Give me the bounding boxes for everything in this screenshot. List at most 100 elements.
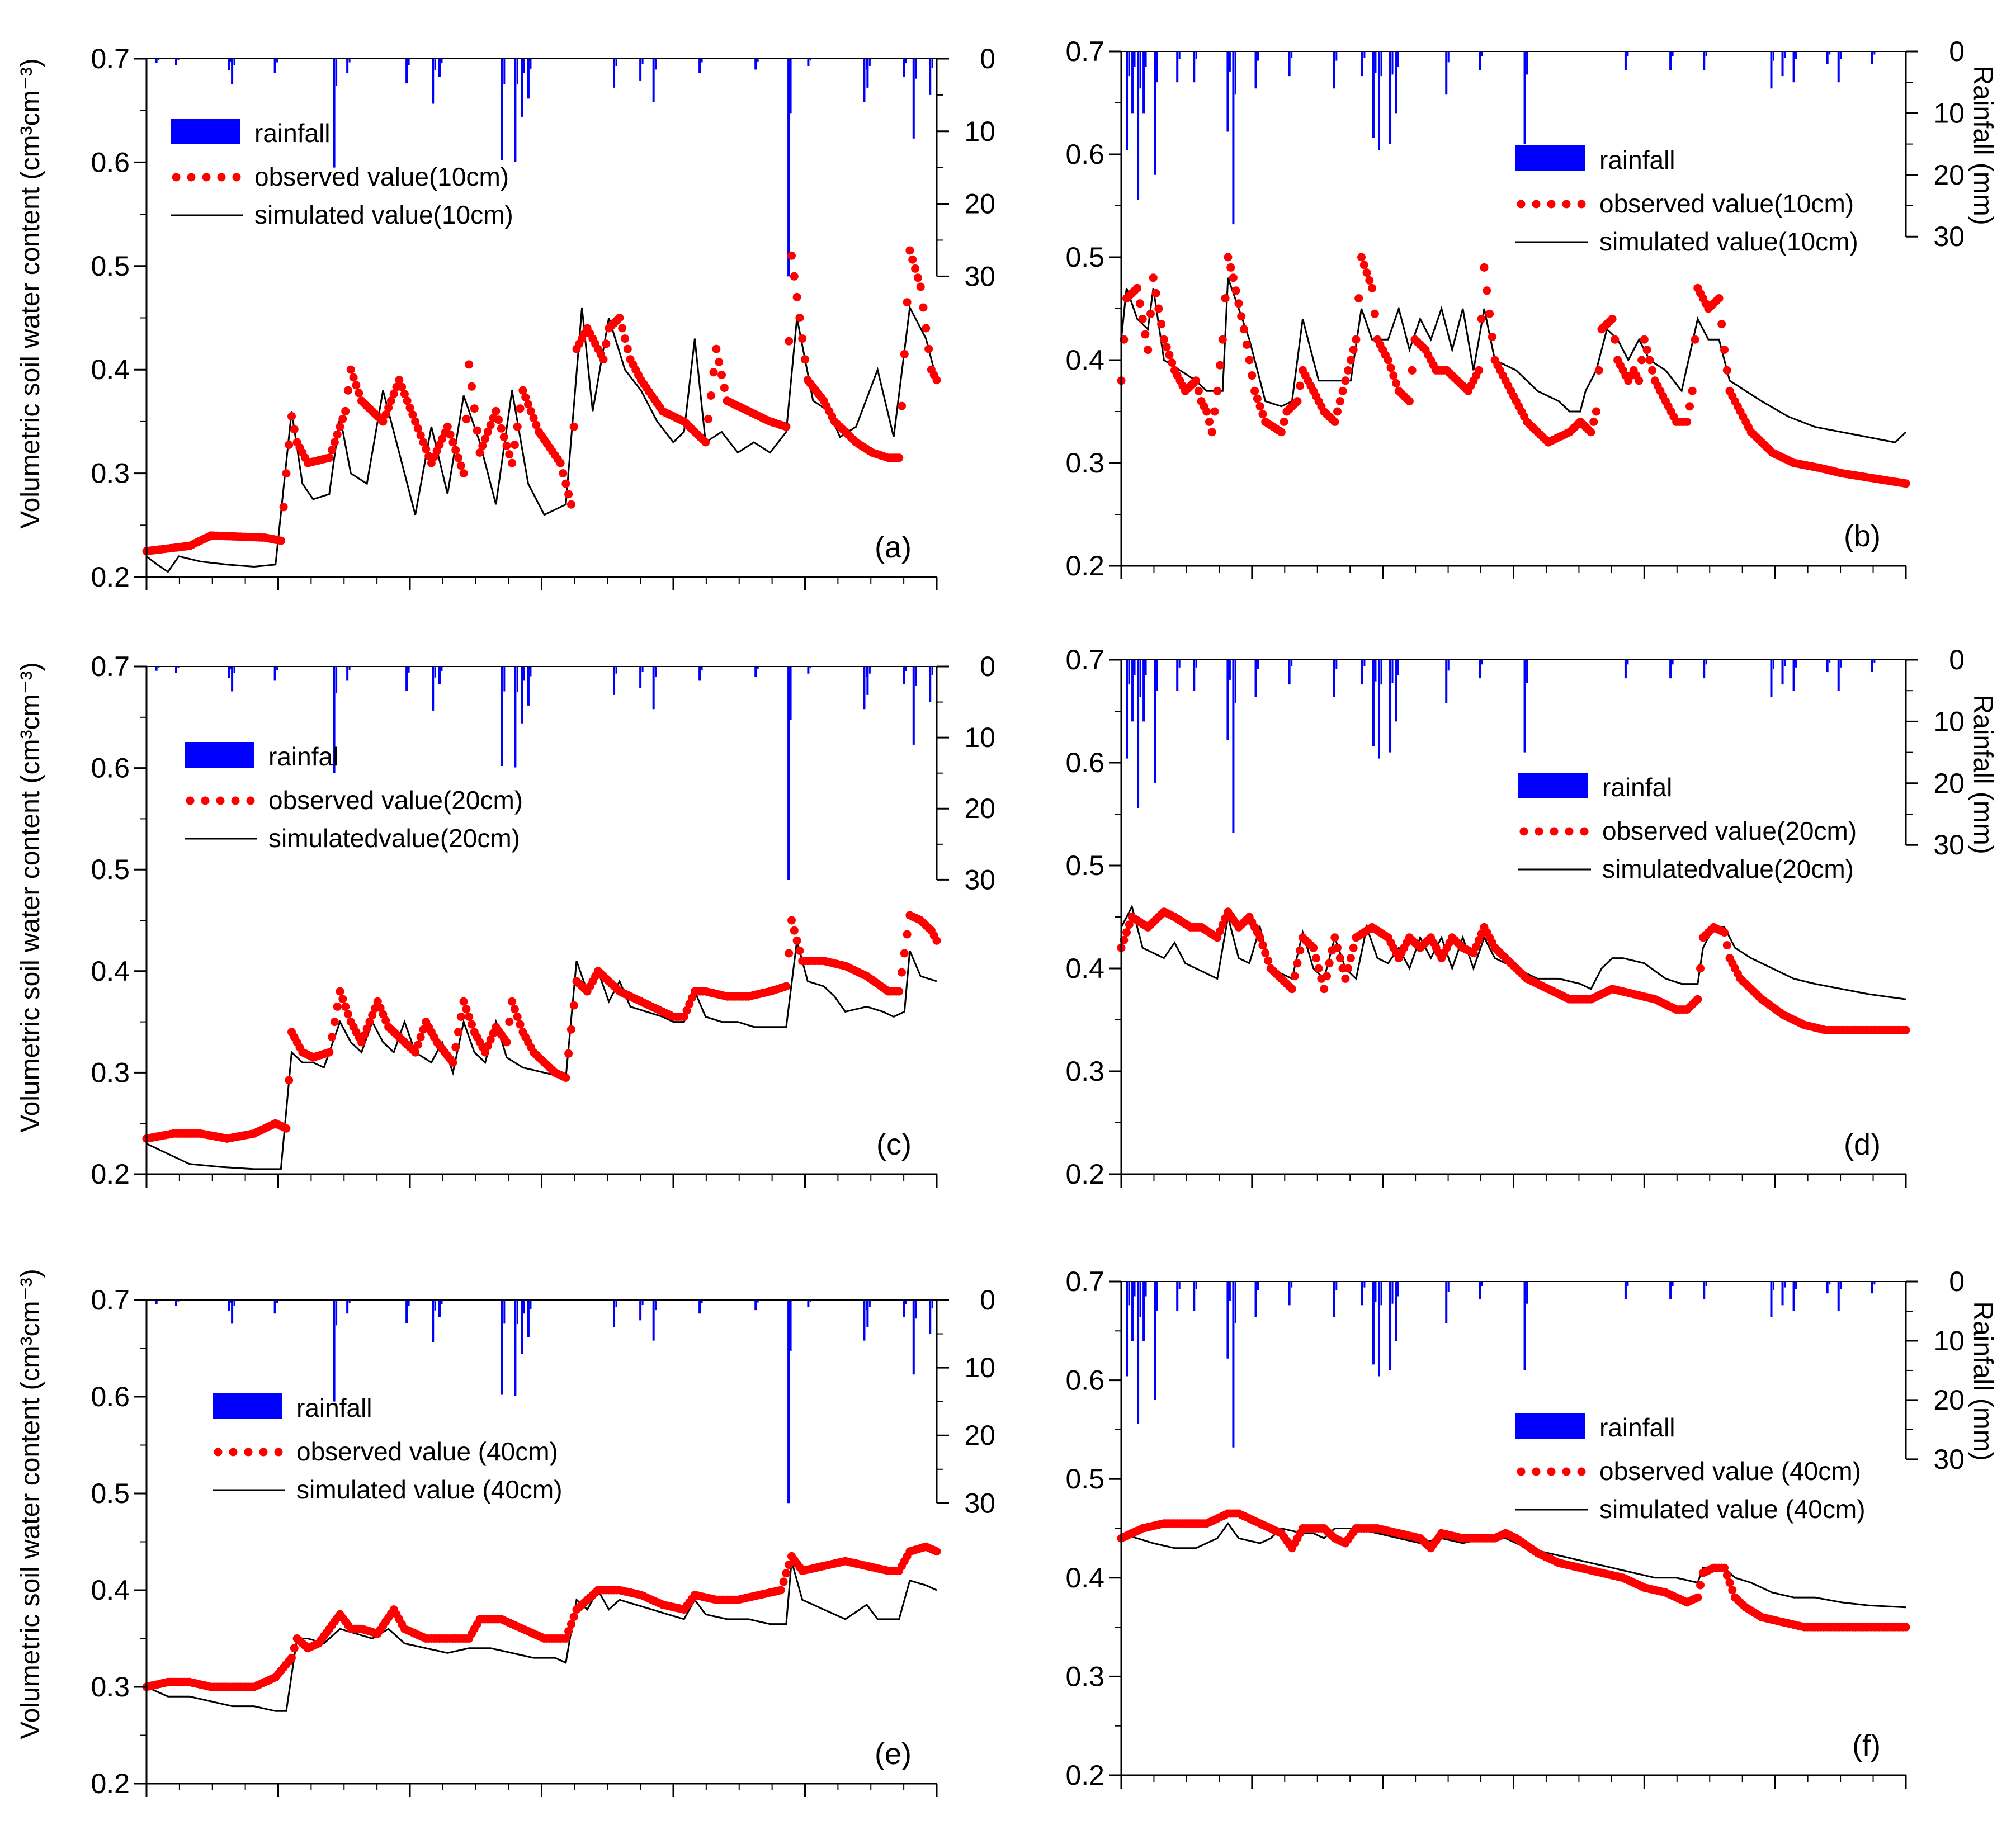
y2-tick-label: 10 [964, 722, 995, 753]
legend-observed-label: observed value(20cm) [268, 786, 523, 815]
observed-point [1685, 402, 1694, 411]
simulated-series-line [1120, 904, 1906, 1000]
y2-tick-label: 20 [964, 188, 995, 220]
observed-point [1469, 948, 1478, 957]
legend-observed-marker [1565, 827, 1574, 836]
y-tick-label: 0.5 [91, 854, 130, 885]
observed-point [1154, 304, 1163, 313]
observed-point [494, 415, 503, 424]
legend-observed-marker [1547, 1467, 1556, 1476]
observed-point [903, 930, 912, 939]
observed-point [682, 1006, 691, 1015]
legend-simulated-label: simulatedvalue(20cm) [1602, 854, 1854, 883]
observed-point [1218, 920, 1227, 929]
y2-tick-label: 10 [964, 1352, 995, 1383]
y-tick-label: 0.5 [91, 250, 130, 282]
observed-point [1122, 928, 1131, 937]
observed-point [1341, 974, 1350, 983]
y2-tick-label: 20 [964, 793, 995, 824]
observed-point [1349, 346, 1358, 354]
observed-point [1205, 417, 1214, 426]
legend-observed-label: observed value (40cm) [1599, 1457, 1861, 1486]
observed-point [1192, 376, 1201, 385]
chart-panel-2: 0.2 0.3 0.4 0.5 0.6 0.7 0 10 20 30 rainfall observe… [1065, 36, 1965, 581]
observed-point [1224, 253, 1233, 262]
y-tick-label: 0.4 [1065, 953, 1104, 984]
y2-tick-label: 30 [964, 261, 995, 292]
y2-tick-label: 10 [1933, 1325, 1965, 1356]
observed-point [1477, 314, 1486, 323]
legend-observed-marker [201, 796, 210, 805]
observed-point [279, 503, 288, 512]
observed-point [526, 406, 535, 415]
observed-point [1258, 941, 1267, 950]
legend-observed-label: observed value (40cm) [296, 1437, 558, 1466]
observed-point [1728, 1586, 1737, 1595]
y2-tick-label: 0 [1949, 644, 1965, 675]
observed-point [1245, 356, 1254, 365]
observed-point [465, 1013, 474, 1021]
observed-point [1248, 371, 1257, 380]
legend-observed-marker [216, 796, 225, 805]
observed-point [1645, 356, 1654, 365]
observed-point [330, 1018, 339, 1027]
observed-point [416, 1033, 425, 1042]
legend: rainfal observed value(20cm) simulatedvalu… [1518, 773, 1857, 883]
observed-point [524, 400, 532, 409]
y-tick-label: 0.4 [1065, 344, 1104, 376]
observed-point [792, 292, 801, 301]
observed-point [333, 430, 342, 439]
observed-point [1333, 407, 1342, 416]
y-tick-label: 0.4 [91, 354, 130, 385]
observed-point [365, 1018, 374, 1027]
observed-point [285, 441, 294, 450]
legend-rainfall-swatch [1515, 145, 1585, 171]
legend-observed-label: observed value(10cm) [254, 162, 509, 191]
y-tick-label: 0.2 [1065, 1159, 1104, 1190]
observed-point [518, 386, 527, 395]
observed-point [779, 1577, 788, 1586]
observed-point [325, 1048, 334, 1057]
observed-point [451, 446, 460, 455]
y-tick-label: 0.4 [91, 1575, 130, 1606]
observed-point [1901, 1623, 1910, 1632]
observed-point [346, 365, 355, 374]
legend-observed-marker [1562, 1467, 1571, 1476]
observed-point [561, 1634, 570, 1643]
observed-point [411, 1048, 420, 1057]
observed-point [623, 344, 632, 353]
observed-point [510, 441, 519, 450]
observed-point [1480, 263, 1489, 272]
observed-point [1234, 299, 1243, 308]
observed-point [1335, 397, 1344, 406]
observed-point [898, 968, 906, 977]
observed-point [373, 997, 382, 1006]
y-tick-label: 0.3 [1065, 1056, 1104, 1087]
legend-observed-marker [244, 1448, 253, 1457]
panel-letter: (a) [875, 531, 912, 564]
y2-tick-label: 20 [964, 1420, 995, 1451]
chart-panel-5: 0.2 0.3 0.4 0.5 0.6 0.7 0 10 20 30 rainfall observe… [91, 1284, 995, 1799]
legend-simulated-label: simulated value (40cm) [1599, 1495, 1866, 1524]
legend-rainfall-swatch [1515, 1413, 1585, 1439]
observed-point [556, 458, 565, 467]
observed-point [330, 438, 339, 447]
observed-point [1135, 299, 1144, 308]
y2-tick-label: 0 [980, 43, 995, 74]
y2-axis-title-bottom: Rainfall (mm) [1968, 1301, 1998, 1460]
observed-point [448, 438, 457, 447]
legend-observed-marker [1577, 200, 1586, 209]
observed-point [336, 987, 344, 996]
observed-point [1149, 273, 1158, 282]
observed-point [1594, 366, 1603, 375]
observed-point [1255, 402, 1264, 411]
observed-point [282, 469, 291, 478]
observed-point [1349, 943, 1358, 952]
observed-point [1218, 335, 1227, 344]
observed-point [1221, 294, 1230, 303]
observed-point [338, 414, 347, 423]
observed-point [1901, 1025, 1910, 1034]
legend-observed-marker [217, 173, 226, 182]
y-tick-label: 0.5 [1065, 242, 1104, 273]
observed-point [795, 947, 804, 955]
